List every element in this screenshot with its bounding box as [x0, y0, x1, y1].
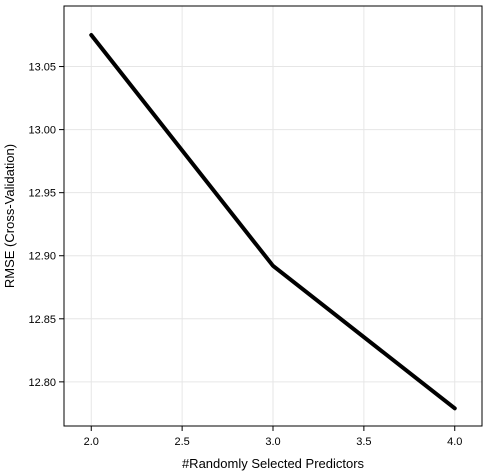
grid-lines [64, 6, 482, 426]
x-axis-label: #Randomly Selected Predictors [182, 456, 365, 471]
x-tick-label: 3.0 [265, 436, 280, 448]
x-tick-label: 4.0 [447, 436, 462, 448]
y-tick-label: 13.00 [28, 125, 56, 137]
y-tick-label: 12.95 [28, 188, 56, 200]
y-axis-label: RMSE (Cross-Validation) [2, 144, 17, 288]
x-tick-label: 2.5 [174, 436, 189, 448]
y-tick-label: 12.85 [28, 314, 56, 326]
axis-ticks [59, 66, 456, 431]
y-tick-label: 12.90 [28, 251, 56, 263]
series-layer [89, 33, 457, 411]
axis-tick-labels: 2.0 2.5 3.0 3.5 4.0 12.80 12.85 12.90 12.95 13.00… [28, 62, 462, 448]
y-tick-label: 12.80 [28, 377, 56, 389]
x-tick-label: 2.0 [84, 436, 99, 448]
series-line [89, 33, 457, 411]
y-tick-label: 13.05 [28, 62, 56, 74]
x-tick-label: 3.5 [356, 436, 371, 448]
